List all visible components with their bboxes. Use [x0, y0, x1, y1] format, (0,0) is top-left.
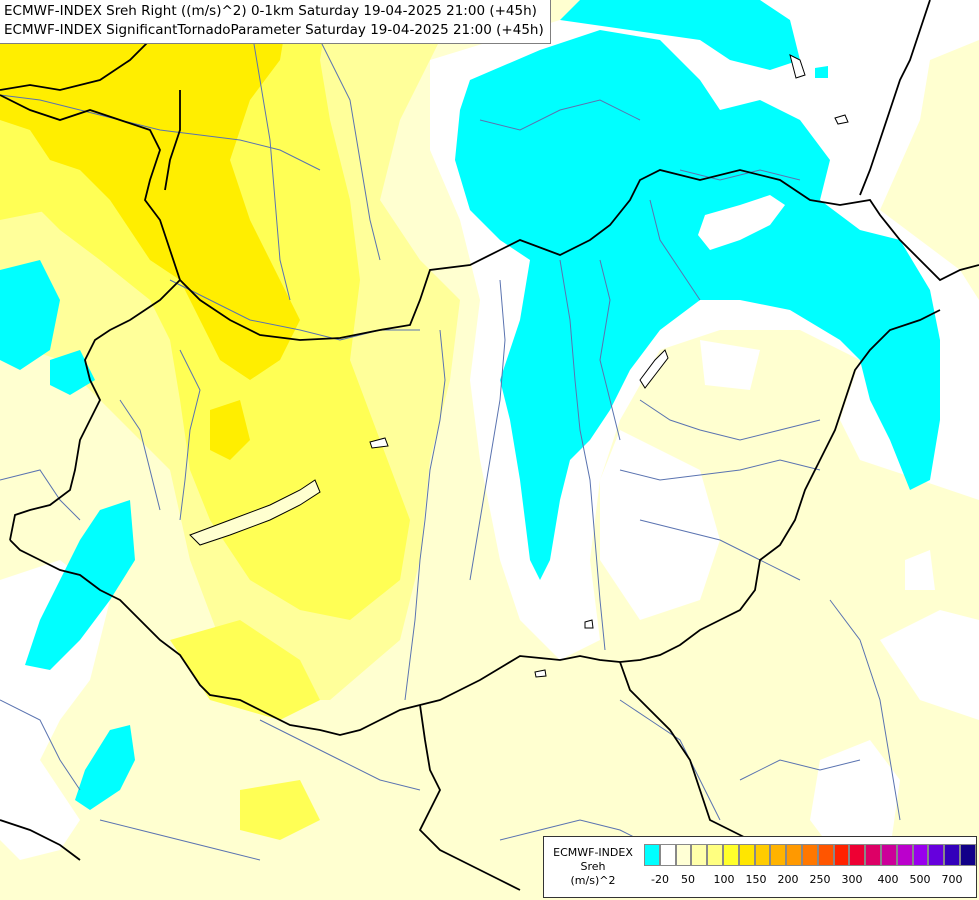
legend-tick-label: 500	[909, 873, 931, 886]
legend-swatch	[659, 844, 676, 866]
legend-tick-label: 50	[681, 873, 695, 886]
legend-tick-label: -20	[651, 873, 669, 886]
cyan-zones	[0, 0, 940, 810]
legend-swatch	[817, 844, 834, 866]
legend-ticks: -20 50 100 150 200 250 300 400 500 700	[644, 873, 974, 889]
legend-swatch	[722, 844, 739, 866]
legend-swatch	[675, 844, 692, 866]
legend-swatch	[896, 844, 913, 866]
legend-swatch	[770, 844, 787, 866]
legend-swatch	[754, 844, 771, 866]
legend-swatch	[959, 844, 976, 866]
small-lakes	[369, 54, 849, 678]
title-line-2: ECMWF-INDEX SignificantTornadoParameter …	[4, 22, 544, 38]
legend-swatch	[944, 844, 960, 866]
strong-yellow-zones	[0, 0, 300, 460]
title-line-1: ECMWF-INDEX Sreh Right ((m/s)^2) 0-1km S…	[4, 3, 537, 19]
legend-tick-label: 250	[809, 873, 831, 886]
legend-parameter: Sreh	[580, 860, 606, 873]
legend-swatch	[928, 844, 945, 866]
legend-tick-label: 150	[745, 873, 767, 886]
map-title-box: ECMWF-INDEX Sreh Right ((m/s)^2) 0-1km S…	[0, 0, 551, 44]
legend-swatch	[833, 844, 850, 866]
legend-tick-label: 300	[841, 873, 863, 886]
legend-swatches	[644, 844, 976, 866]
legend-swatch	[691, 844, 708, 866]
legend-swatch	[801, 844, 818, 866]
legend-unit: (m/s)^2	[570, 874, 616, 887]
legend-tick-label: 400	[877, 873, 899, 886]
legend-swatch	[644, 844, 660, 866]
lake-outline	[189, 479, 321, 546]
legend-swatch	[738, 844, 755, 866]
river-network	[0, 19, 901, 861]
legend-tick-label: 700	[941, 873, 963, 886]
legend-swatch	[912, 844, 929, 866]
legend-swatch	[880, 844, 897, 866]
legend-swatch	[786, 844, 802, 866]
legend-swatch	[865, 844, 881, 866]
legend-title: ECMWF-INDEX Sreh (m/s)^2	[548, 846, 638, 888]
white-gap-in-cyan	[698, 195, 785, 250]
legend-swatch	[849, 844, 866, 866]
legend-tick-label: 200	[777, 873, 799, 886]
legend-source: ECMWF-INDEX	[553, 846, 633, 859]
legend-tick-label: 100	[713, 873, 735, 886]
legend-swatch	[707, 844, 723, 866]
color-legend: ECMWF-INDEX Sreh (m/s)^2 -20 50 100 150 200 2…	[543, 836, 977, 898]
